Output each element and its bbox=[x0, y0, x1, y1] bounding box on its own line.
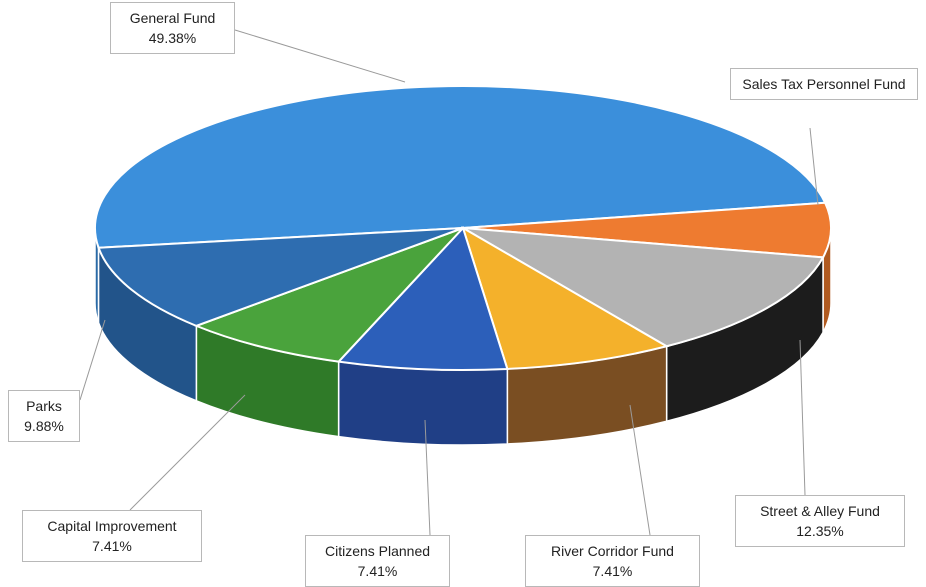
data-label: Street & Alley Fund 12.35% bbox=[735, 495, 905, 547]
leader-line bbox=[629, 404, 651, 536]
data-label: Sales Tax Personnel Fund bbox=[730, 68, 918, 100]
leader-line bbox=[79, 319, 106, 401]
slice bbox=[462, 227, 825, 348]
slice-side bbox=[337, 360, 509, 446]
slice bbox=[462, 201, 832, 259]
slice bbox=[336, 226, 509, 371]
leader-line bbox=[799, 339, 806, 496]
category-label: Parks bbox=[26, 398, 62, 414]
data-label: Citizens Planned 7.41% bbox=[305, 535, 450, 587]
value-label: 7.41% bbox=[357, 563, 398, 579]
value-label: 12.35% bbox=[796, 523, 844, 539]
value-label: 49.38% bbox=[148, 30, 197, 46]
category-label: Street & Alley Fund bbox=[760, 503, 880, 519]
category-label: Capital Improvement bbox=[47, 518, 177, 534]
data-label: Parks 9.88% bbox=[8, 390, 80, 442]
data-label: Capital Improvement 7.41% bbox=[22, 510, 202, 562]
data-label: General Fund 49.38% bbox=[110, 2, 235, 54]
value-label: 9.88% bbox=[24, 418, 64, 434]
leader-line bbox=[129, 394, 246, 511]
leader-line bbox=[234, 29, 406, 83]
slice bbox=[193, 227, 464, 363]
slice bbox=[461, 225, 670, 371]
category-label: Sales Tax Personnel Fund bbox=[742, 76, 906, 92]
value-label: 7.41% bbox=[92, 538, 132, 554]
leader-line bbox=[809, 127, 819, 206]
slice bbox=[94, 85, 827, 249]
data-label: River Corridor Fund 7.41% bbox=[525, 535, 700, 587]
category-label: Citizens Planned bbox=[324, 543, 431, 559]
slice bbox=[97, 227, 464, 327]
category-label: River Corridor Fund bbox=[551, 543, 674, 559]
category-label: General Fund bbox=[129, 10, 216, 26]
value-label: 7.41% bbox=[592, 563, 633, 579]
leader-line bbox=[424, 419, 431, 536]
